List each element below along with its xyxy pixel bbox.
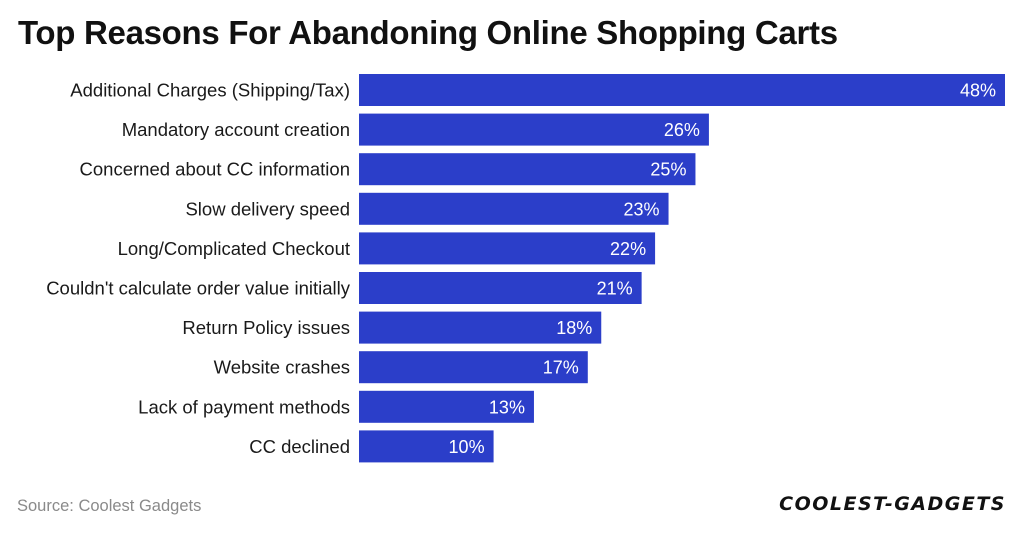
chart-title: Top Reasons For Abandoning Online Shoppi… (18, 14, 838, 51)
category-label: Long/Complicated Checkout (118, 238, 350, 259)
value-label: 48% (960, 81, 996, 101)
brand-logo: COOLEST-GADGETS (779, 493, 1006, 515)
category-label: CC declined (249, 436, 350, 457)
value-label: 23% (624, 199, 660, 219)
category-label: Mandatory account creation (122, 119, 350, 140)
category-label: Additional Charges (Shipping/Tax) (70, 80, 350, 101)
value-label: 17% (543, 358, 579, 378)
value-label: 25% (650, 160, 686, 180)
logo-part-2: GADGETS (894, 493, 1006, 515)
category-label: Return Policy issues (182, 317, 350, 338)
category-label: Concerned about CC information (80, 159, 350, 180)
bar (359, 351, 588, 384)
bar (359, 74, 1005, 106)
logo-part-1: COOLEST (779, 493, 885, 515)
category-label: Couldn't calculate order value initially (46, 278, 351, 299)
bar (359, 272, 642, 304)
value-label: 10% (449, 437, 485, 457)
category-label: Slow delivery speed (185, 198, 350, 219)
value-label: 13% (489, 397, 525, 417)
bar (359, 192, 669, 225)
value-label: 18% (556, 318, 592, 338)
value-label: 22% (610, 239, 646, 259)
bar (359, 390, 534, 423)
category-label: Website crashes (214, 357, 350, 378)
value-label: 21% (597, 279, 633, 299)
category-label: Lack of payment methods (138, 396, 350, 417)
source-note: Source: Coolest Gadgets (17, 497, 202, 515)
value-label: 26% (664, 120, 700, 140)
bar (359, 232, 656, 265)
bar (359, 430, 494, 463)
logo-separator: - (884, 493, 895, 515)
bar (359, 311, 602, 344)
bar (359, 113, 709, 146)
bar (359, 153, 696, 186)
